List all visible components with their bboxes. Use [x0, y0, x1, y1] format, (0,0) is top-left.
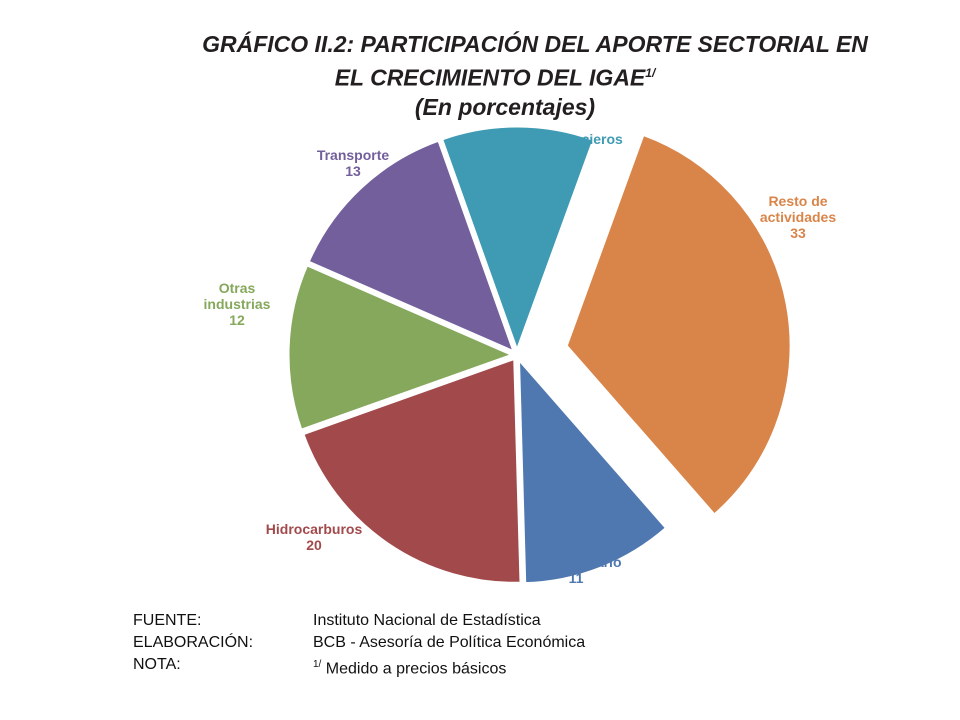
title-line-1: GRÁFICO II.2: PARTICIPACIÓN DEL APORTE S… — [202, 31, 868, 57]
slice-label-serv-financieros: Serv. Financieros 11 — [507, 131, 623, 163]
note-elaboration-key: ELABORACIÓN: — [133, 634, 254, 651]
chart-notes: FUENTE: Instituto Nacional de Estadístic… — [133, 610, 585, 680]
chart-subtitle: (En porcentajes) — [414, 93, 596, 120]
pie-slice-resto-de-actividades — [564, 132, 793, 518]
slice-label-transporte: Transporte 13 — [317, 147, 390, 179]
note-nota-marker: 1/ — [313, 659, 322, 670]
slice-label-agropecuario: Agropecuario 11 — [530, 554, 621, 586]
pie-slice-hidrocarburos — [300, 356, 523, 585]
pie-slice-serv-financieros — [439, 124, 596, 356]
slice-label-otras-industrias: Otras industrias 12 — [204, 280, 271, 328]
chart-title: GRÁFICO II.2: PARTICIPACIÓN DEL APORTE S… — [0, 30, 960, 122]
title-footnote-marker: 1/ — [645, 66, 656, 80]
note-source-value: Instituto Nacional de Estadística — [313, 612, 541, 629]
note-elaboration-value: BCB - Asesoría de Política Económica — [313, 634, 586, 651]
note-elaboration: ELABORACIÓN: BCB - Asesoría de Política … — [133, 632, 585, 654]
pie-slice-otras-industrias — [286, 262, 518, 433]
note-nota: NOTA: 1/ Medido a precios básicos — [133, 654, 585, 680]
note-nota-value: Medido a precios básicos — [325, 660, 507, 678]
pie-slice-transporte — [306, 138, 517, 355]
title-line-2-text: EL CRECIMIENTO DEL IGAE — [334, 64, 646, 91]
pie-slice-agropecuario — [516, 354, 669, 586]
note-nota-key: NOTA: — [133, 656, 181, 673]
slice-label-resto-de-actividades: Resto de actividades 33 — [760, 193, 836, 241]
title-line-2: EL CRECIMIENTO DEL IGAE1/ — [0, 59, 960, 93]
note-source-key: FUENTE: — [133, 612, 202, 629]
note-source: FUENTE: Instituto Nacional de Estadístic… — [133, 610, 585, 632]
slice-label-hidrocarburos: Hidrocarburos 20 — [266, 521, 363, 553]
